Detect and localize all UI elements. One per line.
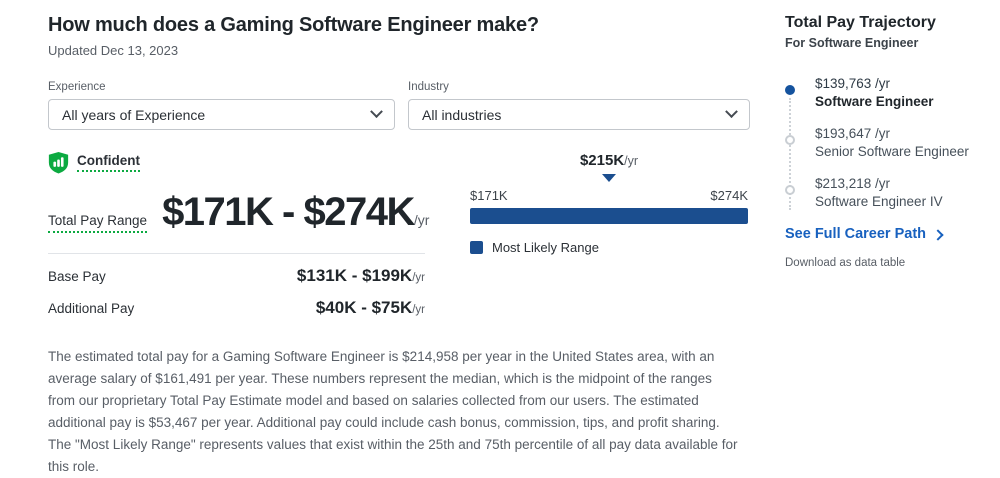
step-salary: $213,218 /yr (815, 176, 891, 191)
main-column: How much does a Gaming Software Engineer… (48, 0, 753, 478)
additional-pay-label: Additional Pay (48, 301, 135, 316)
pay-estimate-description: The estimated total pay for a Gaming Sof… (48, 349, 738, 474)
additional-pay-value: $40K - $75K/yr (315, 298, 425, 317)
experience-label: Experience (48, 81, 106, 93)
total-pay-range-row: Total Pay Range $171K - $274K/yr (48, 190, 753, 235)
trajectory-subtitle: For Software Engineer (785, 36, 919, 50)
updated-date: Updated Dec 13, 2023 (48, 43, 179, 58)
pay-estimate-section: Confident Total Pay Range $171K - $274K/… (48, 150, 753, 336)
base-pay-row: Base Pay $131K - $199K/yr (48, 266, 425, 286)
experience-select-value: All years of Experience (62, 106, 206, 123)
base-pay-value: $131K - $199K/yr (296, 266, 425, 285)
trajectory-step-1: $139,763 /yr Software Engineer (785, 76, 995, 109)
range-max-label: $274K (710, 188, 748, 203)
step-role: Senior Software Engineer (815, 144, 969, 159)
pay-range-chart: $215K/yr $171K $274K Most Likely Range (470, 152, 748, 255)
salary-page: { "page": { "title": "How much does a Ga… (48, 0, 995, 474)
total-pay-range-label[interactable]: Total Pay Range (48, 213, 148, 233)
timeline-dot-icon (785, 185, 795, 195)
additional-pay-row: Additional Pay $40K - $75K/yr (48, 298, 425, 318)
chevron-down-icon (725, 105, 738, 119)
step-role: Software Engineer IV (815, 194, 943, 209)
timeline-dot-icon (785, 85, 795, 95)
industry-select[interactable]: All industries (408, 99, 750, 130)
industry-select-value: All industries (422, 106, 502, 123)
median-marker-icon (602, 174, 616, 182)
chart-legend: Most Likely Range (470, 240, 748, 255)
timeline-track (789, 98, 791, 210)
step-salary: $139,763 /yr (815, 76, 891, 91)
filters-row: Experience All years of Experience Indus… (48, 81, 753, 130)
experience-filter: Experience All years of Experience (48, 81, 395, 130)
step-salary: $193,647 /yr (815, 126, 891, 141)
see-full-career-path-link[interactable]: See Full Career Path (785, 226, 995, 242)
per-year-suffix: /yr (624, 154, 639, 168)
median-pay-label: $215K/yr (579, 152, 639, 169)
range-axis-labels: $171K $274K (470, 188, 748, 203)
chevron-right-icon (932, 228, 944, 241)
confidence-label: Confident (77, 153, 140, 172)
legend-swatch-icon (470, 241, 483, 254)
chevron-down-icon (370, 105, 383, 119)
legend-label: Most Likely Range (492, 240, 599, 255)
trajectory-title: Total Pay Trajectory (785, 14, 936, 31)
page-title: How much does a Gaming Software Engineer… (48, 14, 539, 36)
trajectory-sidebar: Total Pay Trajectory For Software Engine… (785, 0, 995, 269)
shield-chart-icon (48, 151, 69, 173)
trajectory-step-2: $193,647 /yr Senior Software Engineer (785, 126, 995, 159)
industry-filter: Industry All industries (408, 81, 750, 130)
per-year-suffix: /yr (412, 272, 425, 284)
base-pay-label: Base Pay (48, 269, 106, 284)
pay-range-bar (470, 208, 748, 224)
timeline-dot-icon (785, 135, 795, 145)
trajectory-step-3: $213,218 /yr Software Engineer IV (785, 176, 995, 209)
total-pay-range-value: $171K - $274K/yr (162, 190, 430, 234)
industry-label: Industry (408, 81, 449, 93)
per-year-suffix: /yr (413, 212, 430, 228)
per-year-suffix: /yr (412, 304, 425, 316)
download-data-table-link[interactable]: Download as data table (785, 257, 906, 269)
trajectory-timeline: $139,763 /yr Software Engineer $193,647 … (785, 76, 995, 210)
experience-select[interactable]: All years of Experience (48, 99, 395, 130)
range-min-label: $171K (470, 188, 508, 203)
career-link-label: See Full Career Path (785, 226, 927, 242)
confidence-badge[interactable]: Confident (48, 150, 753, 174)
step-role: Software Engineer (815, 94, 934, 109)
divider (48, 253, 425, 254)
